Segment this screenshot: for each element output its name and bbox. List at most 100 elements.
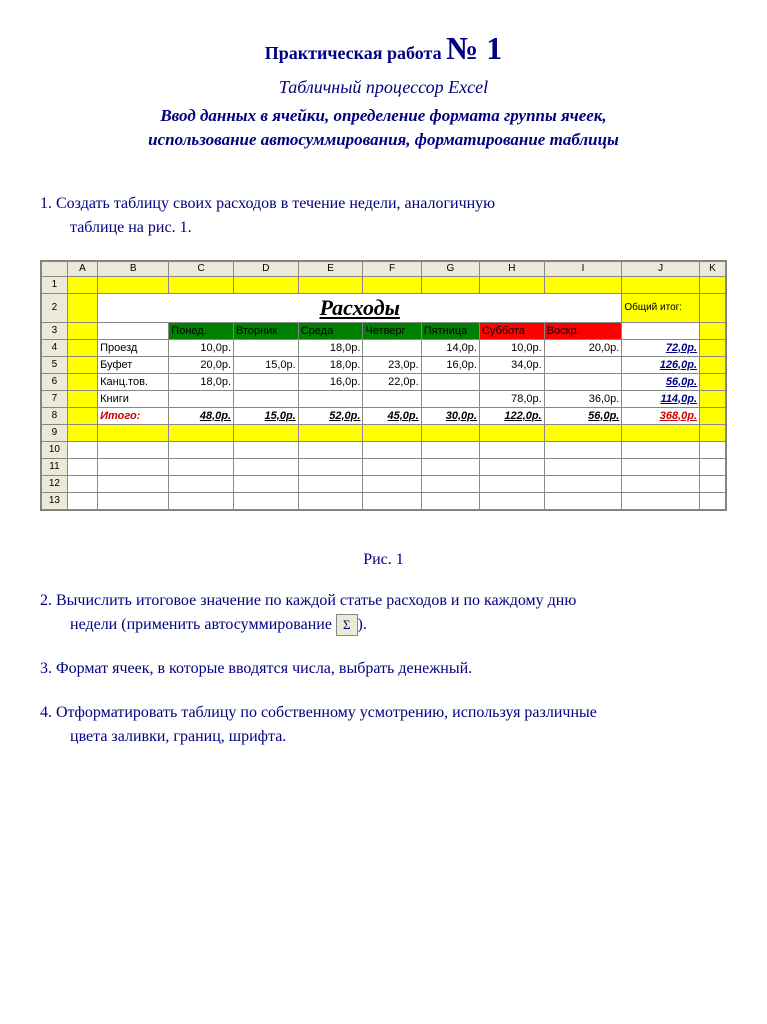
cell (700, 390, 726, 407)
row-header: 12 (42, 475, 68, 492)
title-prefix: Практическая работа (265, 43, 446, 63)
cell (622, 492, 700, 509)
cell (700, 293, 726, 322)
cell (298, 441, 363, 458)
cell (479, 424, 544, 441)
day-header: Понед. (169, 322, 234, 339)
task-3: 3. Формат ячеек, в которые вводятся числ… (40, 657, 727, 681)
doc-subtitle2: Ввод данных в ячейки, определение формат… (40, 104, 727, 152)
data-cell: 78,0р. (479, 390, 544, 407)
cell (700, 475, 726, 492)
col-total: 30,0р. (421, 407, 479, 424)
cell (234, 441, 299, 458)
cell (622, 322, 700, 339)
cell (67, 475, 97, 492)
cell (363, 424, 421, 441)
column-headers-row: ABCDEFGHIJK (42, 261, 726, 276)
row-total: 72,0р. (622, 339, 700, 356)
column-header: I (544, 261, 622, 276)
row-header: 8 (42, 407, 68, 424)
row-header: 9 (42, 424, 68, 441)
data-cell: 20,0р. (544, 339, 622, 356)
column-header: E (298, 261, 363, 276)
data-cell: 14,0р. (421, 339, 479, 356)
row-header: 5 (42, 356, 68, 373)
cell (234, 424, 299, 441)
cell (363, 441, 421, 458)
cell (700, 373, 726, 390)
table-title: Расходы (98, 293, 622, 322)
cell (67, 407, 97, 424)
cell (98, 424, 169, 441)
data-cell: 15,0р. (234, 356, 299, 373)
cell (67, 293, 97, 322)
cell (479, 276, 544, 293)
column-header: J (622, 261, 700, 276)
row-label: Канц.тов. (98, 373, 169, 390)
cell (67, 441, 97, 458)
col-total: 15,0р. (234, 407, 299, 424)
data-cell: 18,0р. (298, 339, 363, 356)
row-header: 10 (42, 441, 68, 458)
column-header: G (421, 261, 479, 276)
figure-caption: Рис. 1 (40, 551, 727, 569)
row-total: 114,0р. (622, 390, 700, 407)
data-cell (421, 373, 479, 390)
cell (421, 441, 479, 458)
cell (298, 458, 363, 475)
autosum-icon: Σ (336, 614, 358, 636)
cell (700, 276, 726, 293)
data-cell: 10,0р. (169, 339, 234, 356)
data-cell (169, 390, 234, 407)
cell (98, 475, 169, 492)
column-header: A (67, 261, 97, 276)
subtitle2-line2: использование автосуммирования, форматир… (148, 130, 619, 149)
column-header: H (479, 261, 544, 276)
row-header: 1 (42, 276, 68, 293)
cell (169, 276, 234, 293)
cell (421, 458, 479, 475)
cell (98, 441, 169, 458)
data-cell: 23,0р. (363, 356, 421, 373)
day-header: Суббота (479, 322, 544, 339)
cell (169, 458, 234, 475)
cell (700, 424, 726, 441)
cell (700, 322, 726, 339)
cell (363, 276, 421, 293)
cell (700, 339, 726, 356)
data-cell: 16,0р. (421, 356, 479, 373)
cell (67, 492, 97, 509)
data-cell (479, 373, 544, 390)
data-cell: 18,0р. (169, 373, 234, 390)
cell (98, 322, 169, 339)
data-cell (421, 390, 479, 407)
row-header: 3 (42, 322, 68, 339)
cell (421, 276, 479, 293)
title-number: № 1 (446, 30, 502, 66)
col-total: 48,0р. (169, 407, 234, 424)
spreadsheet-table: ABCDEFGHIJK 12РасходыОбщий итог:3Понед.В… (41, 261, 726, 510)
cell (298, 475, 363, 492)
col-total: 52,0р. (298, 407, 363, 424)
task2-line2a: недели (применить автосуммирование (70, 616, 336, 633)
doc-subtitle1: Табличный процессор Excel (40, 77, 727, 98)
column-header: B (98, 261, 169, 276)
data-cell: 16,0р. (298, 373, 363, 390)
cell (67, 373, 97, 390)
data-cell (544, 373, 622, 390)
cell (622, 458, 700, 475)
row-header: 6 (42, 373, 68, 390)
cell (544, 424, 622, 441)
cell (622, 475, 700, 492)
column-header: D (234, 261, 299, 276)
data-cell (363, 390, 421, 407)
data-cell (544, 356, 622, 373)
cell (700, 458, 726, 475)
day-header: Воскр. (544, 322, 622, 339)
cell (169, 441, 234, 458)
row-label: Буфет (98, 356, 169, 373)
cell (421, 492, 479, 509)
corner-cell (42, 261, 68, 276)
cell (479, 441, 544, 458)
column-header: K (700, 261, 726, 276)
